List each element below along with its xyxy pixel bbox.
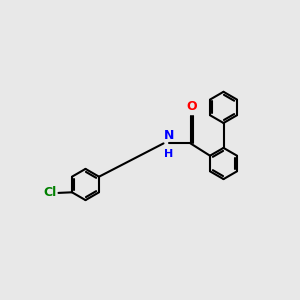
- Text: N: N: [164, 129, 175, 142]
- Text: H: H: [164, 149, 173, 159]
- Text: Cl: Cl: [43, 186, 56, 199]
- Text: O: O: [187, 100, 197, 113]
